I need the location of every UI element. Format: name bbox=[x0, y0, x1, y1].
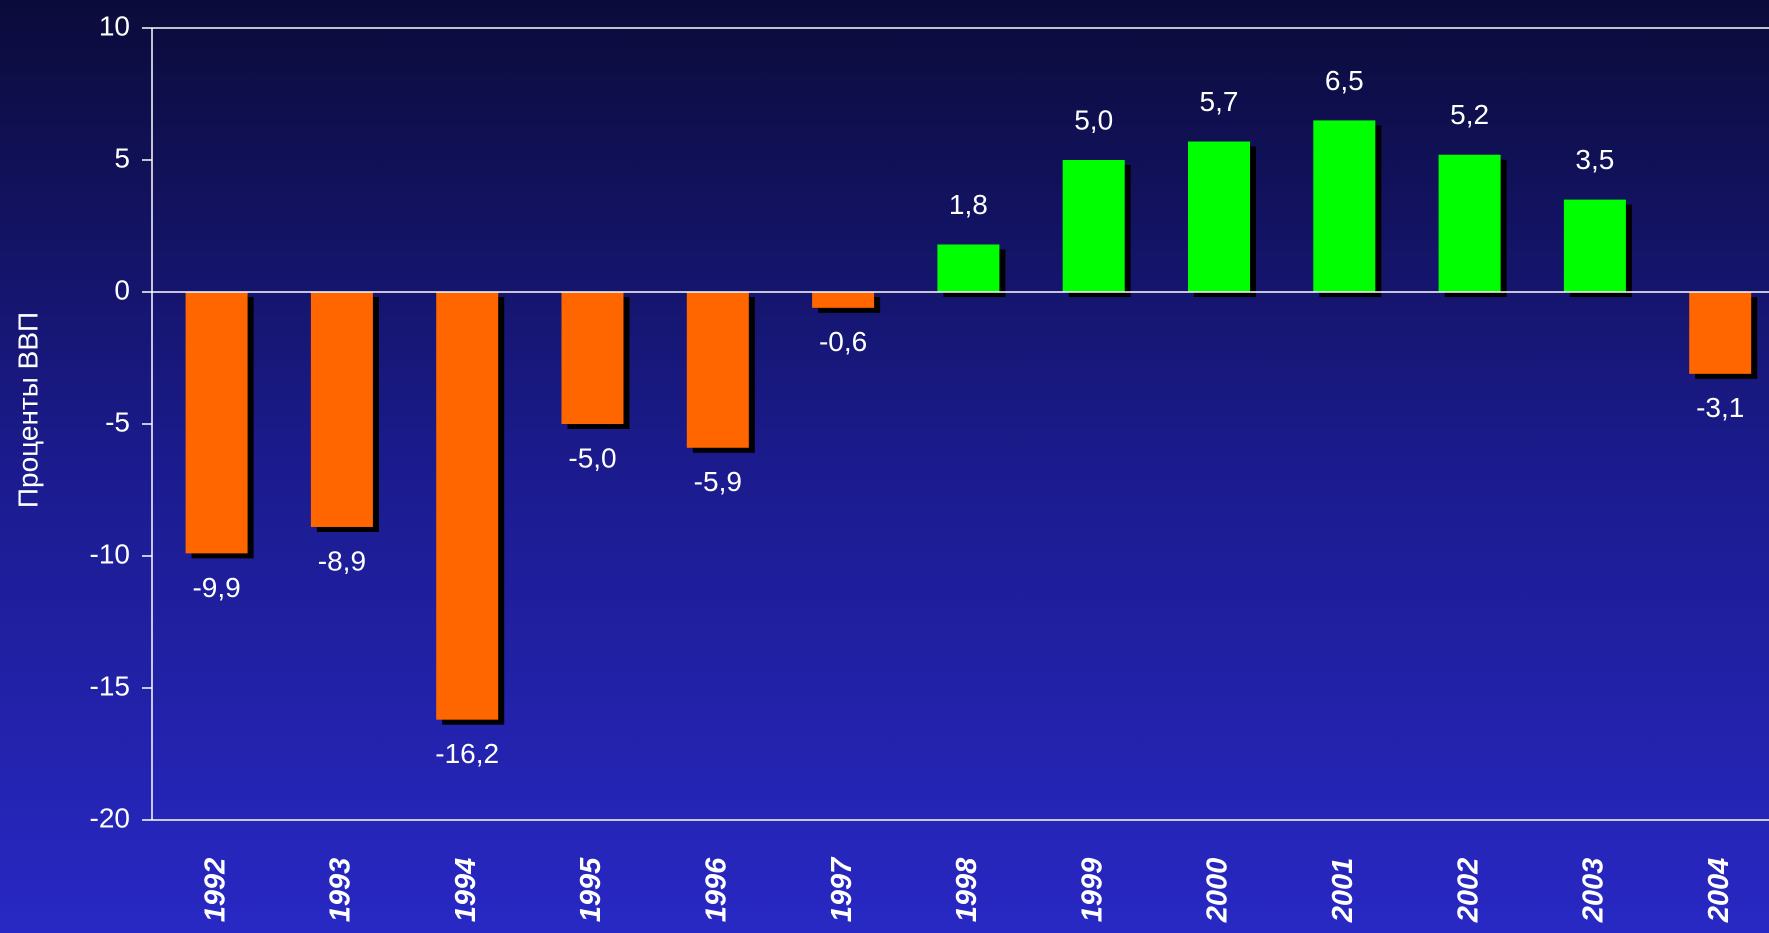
y-tick-label: 5 bbox=[114, 142, 130, 173]
x-tick-label: 1996 bbox=[700, 857, 732, 922]
value-label: -0,6 bbox=[819, 326, 867, 357]
x-tick-label: 1993 bbox=[325, 858, 357, 923]
bar bbox=[1689, 292, 1752, 374]
value-label: 3,5 bbox=[1575, 144, 1614, 175]
y-axis-label: Проценты ВВП bbox=[12, 312, 43, 508]
y-tick-label: 10 bbox=[99, 10, 130, 41]
x-tick-label: 1995 bbox=[575, 857, 607, 922]
value-label: 6,5 bbox=[1325, 65, 1364, 96]
y-tick-label: 0 bbox=[114, 274, 130, 305]
y-tick-label: -10 bbox=[90, 538, 130, 569]
value-label: 5,2 bbox=[1450, 99, 1489, 130]
bar bbox=[1062, 160, 1125, 292]
x-tick-label: 1999 bbox=[1076, 858, 1108, 923]
x-tick-label: 2000 bbox=[1202, 858, 1234, 924]
value-label: -5,0 bbox=[568, 442, 616, 473]
bar bbox=[937, 244, 1000, 292]
value-label: 5,7 bbox=[1200, 86, 1239, 117]
x-tick-label: 2003 bbox=[1578, 858, 1610, 924]
y-tick-label: -20 bbox=[90, 802, 130, 833]
bar bbox=[1188, 141, 1250, 292]
bar bbox=[561, 292, 624, 424]
value-label: 1,8 bbox=[949, 189, 988, 220]
x-tick-label: 2002 bbox=[1452, 858, 1484, 924]
x-tick-label: 1992 bbox=[199, 858, 231, 923]
value-label: -3,1 bbox=[1696, 392, 1744, 423]
x-tick-label: 2004 bbox=[1703, 858, 1735, 924]
value-label: -5,9 bbox=[694, 466, 742, 497]
bar bbox=[812, 292, 875, 308]
x-tick-label: 1994 bbox=[450, 858, 482, 923]
x-tick-label: 1998 bbox=[951, 857, 983, 922]
bar bbox=[686, 292, 749, 448]
value-label: 5,0 bbox=[1074, 104, 1113, 135]
x-tick-label: 1997 bbox=[826, 856, 858, 922]
value-label: -16,2 bbox=[435, 738, 499, 769]
value-label: -9,9 bbox=[192, 572, 240, 603]
bar bbox=[310, 292, 373, 527]
y-tick-label: -15 bbox=[90, 670, 130, 701]
bar bbox=[1438, 154, 1501, 292]
x-tick-label: 2001 bbox=[1327, 858, 1359, 924]
bar bbox=[1313, 120, 1376, 293]
value-label: -8,9 bbox=[318, 545, 366, 576]
y-tick-label: -5 bbox=[105, 406, 130, 437]
bar bbox=[1563, 199, 1626, 292]
bar bbox=[185, 292, 248, 554]
bar bbox=[436, 292, 499, 720]
